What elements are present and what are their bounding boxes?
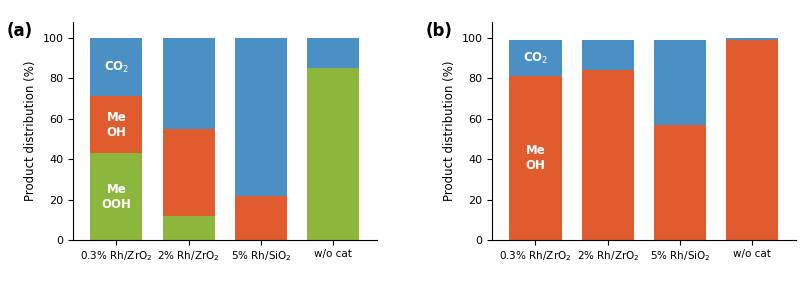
Bar — [581, 40, 633, 70]
Bar — [162, 129, 215, 216]
Bar — [508, 40, 561, 76]
Bar — [162, 38, 215, 129]
Bar — [90, 38, 142, 96]
Bar — [90, 96, 142, 153]
Bar — [234, 196, 287, 240]
Text: Me
OH: Me OH — [525, 144, 545, 172]
Text: (a): (a) — [6, 22, 32, 39]
Bar — [162, 216, 215, 240]
Bar — [307, 38, 359, 68]
Text: Me
OOH: Me OOH — [101, 183, 131, 211]
Text: CO$_2$: CO$_2$ — [522, 51, 547, 66]
Y-axis label: Product distribution (%): Product distribution (%) — [24, 61, 36, 201]
Text: (b): (b) — [425, 22, 452, 39]
Bar — [653, 40, 706, 125]
Text: Me
OH: Me OH — [106, 111, 127, 139]
Bar — [726, 38, 778, 40]
Bar — [508, 76, 561, 240]
Bar — [234, 38, 287, 196]
Bar — [307, 68, 359, 240]
Y-axis label: Product distribution (%): Product distribution (%) — [442, 61, 455, 201]
Bar — [581, 70, 633, 240]
Bar — [653, 125, 706, 240]
Bar — [726, 40, 778, 240]
Text: CO$_2$: CO$_2$ — [104, 59, 129, 75]
Bar — [90, 153, 142, 240]
